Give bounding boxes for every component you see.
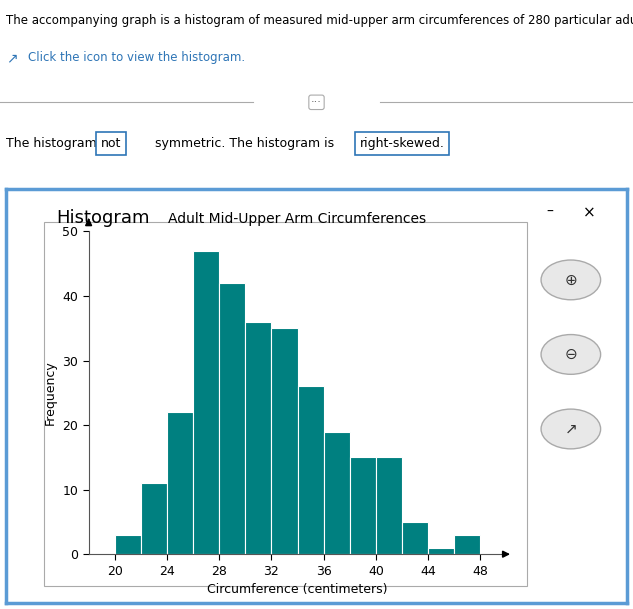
Text: The histogram is: The histogram is [6, 137, 111, 150]
Bar [193, 251, 219, 554]
X-axis label: Circumference (centimeters): Circumference (centimeters) [207, 583, 388, 596]
Bar [298, 386, 323, 554]
Bar [402, 522, 428, 554]
Text: ↗: ↗ [565, 421, 577, 437]
Y-axis label: Frequency: Frequency [44, 361, 56, 425]
Bar [219, 283, 246, 554]
Text: The accompanying graph is a histogram of measured mid-upper arm circumferences o: The accompanying graph is a histogram of… [6, 13, 633, 27]
Title: Adult Mid-Upper Arm Circumferences: Adult Mid-Upper Arm Circumferences [168, 212, 427, 226]
Bar [272, 328, 298, 554]
Bar [167, 412, 193, 554]
Bar [349, 457, 376, 554]
Bar [115, 535, 141, 554]
Bar [323, 432, 349, 554]
Circle shape [541, 409, 601, 449]
Text: ↗: ↗ [6, 51, 18, 65]
Text: ×: × [583, 205, 596, 220]
Circle shape [541, 260, 601, 300]
Circle shape [541, 334, 601, 375]
Bar [428, 547, 454, 554]
Text: –: – [546, 205, 553, 219]
Text: right-skewed.: right-skewed. [360, 137, 444, 150]
Bar [246, 322, 272, 554]
Text: not: not [101, 137, 121, 150]
Bar [454, 535, 480, 554]
Text: Histogram: Histogram [56, 209, 149, 228]
Text: symmetric. The histogram is: symmetric. The histogram is [155, 137, 334, 150]
Text: ⊕: ⊕ [565, 272, 577, 287]
Text: Click the icon to view the histogram.: Click the icon to view the histogram. [28, 51, 246, 64]
Bar [141, 483, 167, 554]
Text: ···: ··· [311, 97, 322, 107]
Bar [376, 457, 402, 554]
Text: ⊖: ⊖ [565, 347, 577, 362]
